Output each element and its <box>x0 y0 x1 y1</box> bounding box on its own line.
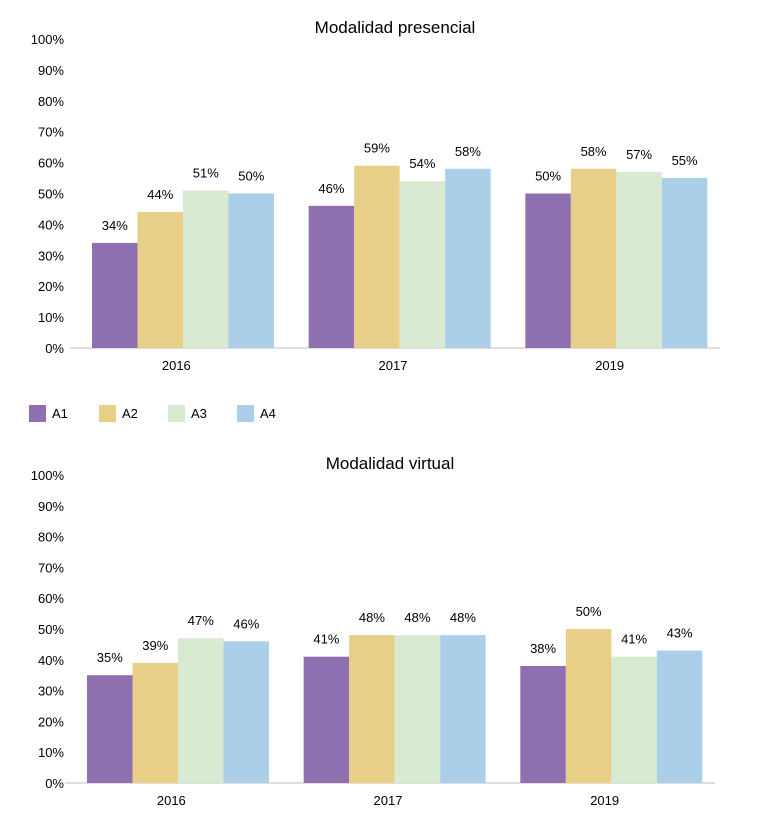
legend-label-a1: A1 <box>52 406 68 421</box>
data-label: 58% <box>581 144 607 159</box>
x-tick-label: 2016 <box>157 793 186 808</box>
bar-a4-2016 <box>228 193 274 348</box>
data-label: 34% <box>102 218 128 233</box>
y-tick-label: 100% <box>31 32 65 47</box>
y-tick-label: 70% <box>38 125 64 140</box>
y-tick-label: 90% <box>38 499 64 514</box>
x-tick-label: 2019 <box>595 358 624 373</box>
y-tick-label: 0% <box>45 341 64 356</box>
y-tick-label: 50% <box>38 187 64 202</box>
bar-a1-2016 <box>92 242 138 348</box>
y-tick-label: 10% <box>38 310 64 325</box>
bar-a2-2016 <box>132 662 178 783</box>
data-label: 55% <box>672 153 698 168</box>
data-label: 50% <box>238 169 264 184</box>
y-tick-label: 50% <box>38 622 64 637</box>
data-label: 46% <box>233 616 259 631</box>
y-tick-label: 80% <box>38 530 64 545</box>
data-label: 51% <box>193 165 219 180</box>
bar-a3-2019 <box>611 656 657 783</box>
x-tick-label: 2017 <box>379 358 408 373</box>
bar-a1-2019 <box>520 665 566 783</box>
data-label: 35% <box>97 650 123 665</box>
data-label: 47% <box>188 613 214 628</box>
bar-a2-2017 <box>354 165 400 348</box>
bar-a1-2016 <box>87 675 133 783</box>
y-tick-label: 30% <box>38 684 64 699</box>
data-label: 50% <box>535 169 561 184</box>
legend-label-a3: A3 <box>191 406 207 421</box>
x-tick-label: 2016 <box>162 358 191 373</box>
bar-a2-2019 <box>565 629 612 783</box>
y-tick-label: 40% <box>38 653 64 668</box>
y-tick-label: 60% <box>38 591 64 606</box>
y-tick-label: 20% <box>38 279 64 294</box>
data-label: 48% <box>404 610 430 625</box>
x-tick-label: 2017 <box>374 793 403 808</box>
y-tick-label: 80% <box>38 94 64 109</box>
data-label: 58% <box>455 144 481 159</box>
legend-swatch-a3 <box>168 405 185 422</box>
bar-a3-2016 <box>183 190 229 348</box>
data-label: 57% <box>626 147 652 162</box>
data-label: 46% <box>318 181 344 196</box>
legend-label-a2: A2 <box>122 406 138 421</box>
y-tick-label: 60% <box>38 156 64 171</box>
data-label: 39% <box>142 638 168 653</box>
data-label: 59% <box>364 141 390 156</box>
data-label: 50% <box>576 604 602 619</box>
y-tick-label: 20% <box>38 714 64 729</box>
data-label: 54% <box>409 156 435 171</box>
data-label: 41% <box>313 632 339 647</box>
chart-title: Modalidad virtual <box>326 454 455 473</box>
data-label: 43% <box>667 626 693 641</box>
data-label: 44% <box>147 187 173 202</box>
legend-label-a4: A4 <box>260 406 276 421</box>
legend-swatch-a2 <box>99 405 116 422</box>
bar-a2-2017 <box>349 635 395 783</box>
y-tick-label: 40% <box>38 217 64 232</box>
bar-a4-2017 <box>445 168 491 348</box>
chart-title: Modalidad presencial <box>315 18 476 37</box>
bar-a1-2017 <box>303 656 350 783</box>
bar-a3-2016 <box>178 638 224 783</box>
bar-a3-2017 <box>394 635 441 783</box>
y-tick-label: 90% <box>38 63 64 78</box>
legend-swatch-a4 <box>237 405 254 422</box>
bar-a4-2016 <box>223 641 269 783</box>
bar-a2-2016 <box>137 212 183 348</box>
bar-a1-2017 <box>308 205 355 348</box>
data-label: 38% <box>530 641 556 656</box>
x-tick-label: 2019 <box>590 793 619 808</box>
y-tick-label: 10% <box>38 745 64 760</box>
data-label: 48% <box>450 610 476 625</box>
data-label: 48% <box>359 610 385 625</box>
bar-a2-2019 <box>570 168 617 348</box>
y-tick-label: 30% <box>38 248 64 263</box>
y-tick-label: 0% <box>45 776 64 791</box>
y-tick-label: 70% <box>38 560 64 575</box>
y-tick-label: 100% <box>31 468 65 483</box>
legend-swatch-a1 <box>29 405 46 422</box>
bar-a3-2019 <box>616 171 662 348</box>
data-label: 41% <box>621 632 647 647</box>
bar-a4-2017 <box>440 635 486 783</box>
bar-a1-2019 <box>525 193 571 348</box>
bar-a4-2019 <box>661 178 708 348</box>
bar-a4-2019 <box>656 650 703 783</box>
bar-a3-2017 <box>399 181 446 348</box>
